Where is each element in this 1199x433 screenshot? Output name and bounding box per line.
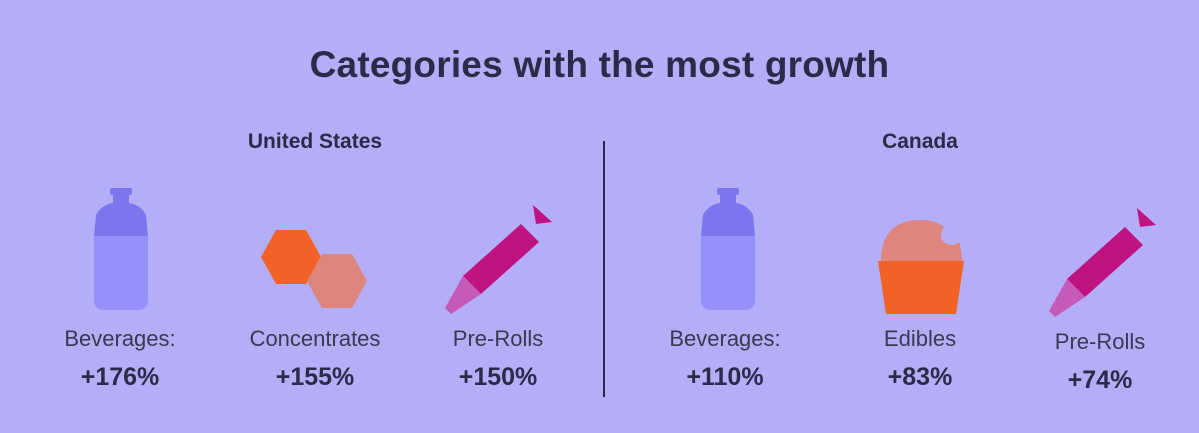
- cupcake-icon: [878, 220, 964, 314]
- item-value: +150%: [458, 363, 538, 391]
- ca-beverages-item: Beverages: +110%: [640, 185, 810, 395]
- item-value: +74%: [1067, 366, 1133, 394]
- item-label: Beverages:: [669, 326, 781, 351]
- item-label: Edibles: [883, 326, 957, 351]
- pre-roll-icon: [445, 205, 552, 314]
- region-divider: [603, 141, 605, 397]
- item-value: +176%: [80, 363, 160, 391]
- pre-roll-icon: [1049, 208, 1156, 317]
- ca-edibles-item: Edibles +83%: [835, 185, 1005, 395]
- hexagons-icon: [261, 230, 367, 308]
- us-beverages-item: Beverages: +176%: [35, 185, 205, 395]
- item-value: +155%: [275, 363, 355, 391]
- us-pre-rolls-item: Pre-Rolls +150%: [413, 185, 583, 395]
- page-title: Categories with the most growth: [309, 44, 890, 85]
- region-title-united-states: United States: [247, 130, 383, 153]
- item-value: +110%: [686, 363, 764, 391]
- us-concentrates-item: Concentrates +155%: [230, 185, 400, 395]
- item-value: +83%: [887, 363, 953, 391]
- item-label: Concentrates: [249, 326, 381, 351]
- bottle-icon: [94, 188, 148, 310]
- region-title-canada: Canada: [882, 130, 958, 153]
- item-label: Beverages:: [64, 326, 176, 351]
- item-label: Pre-Rolls: [1054, 329, 1146, 354]
- ca-pre-rolls-item: Pre-Rolls +74%: [1015, 185, 1185, 395]
- bottle-icon: [701, 188, 755, 310]
- item-label: Pre-Rolls: [452, 326, 544, 351]
